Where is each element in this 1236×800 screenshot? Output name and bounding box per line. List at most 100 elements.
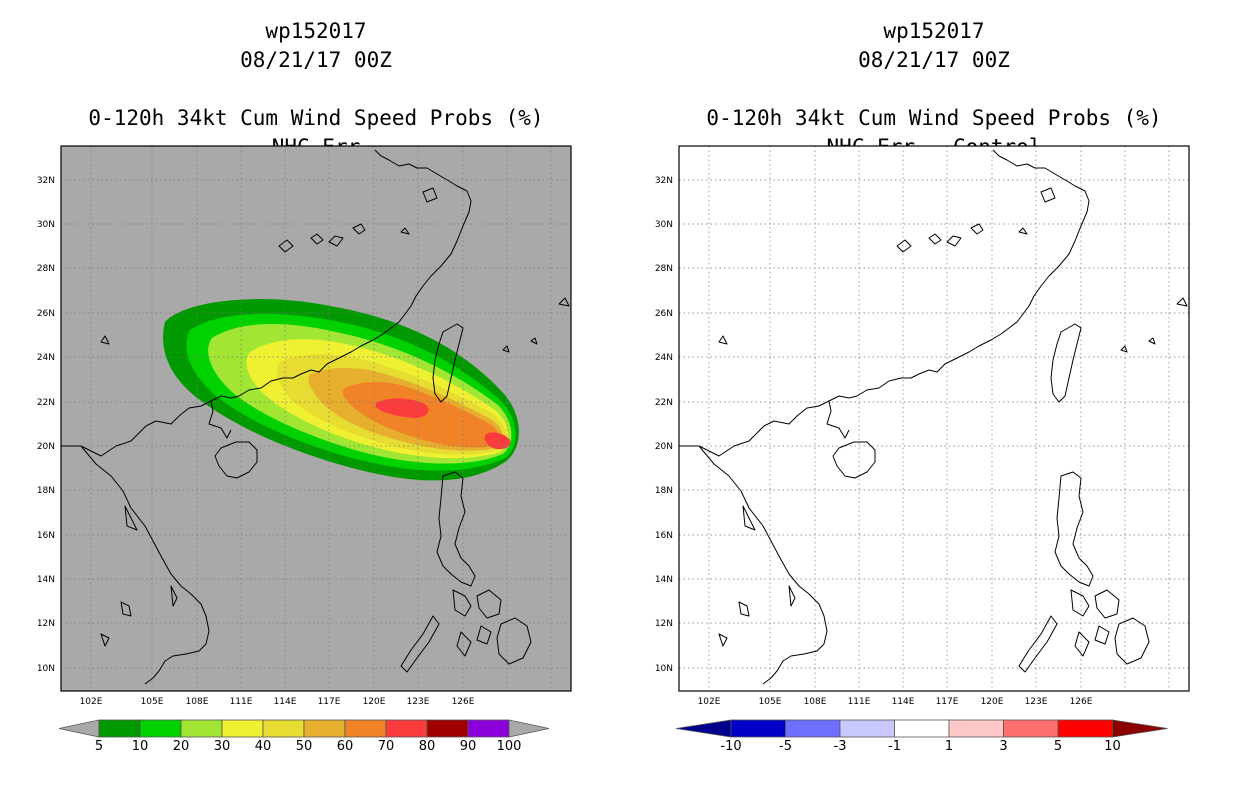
- colorbar-segment: [262, 719, 305, 738]
- lat-tick-label: 32N: [655, 176, 673, 186]
- lon-tick-label: 126E: [452, 697, 475, 707]
- colorbar-segment: [180, 719, 223, 738]
- colorbar-segment: [344, 719, 387, 738]
- lon-tick-label: 105E: [759, 697, 782, 707]
- colorbar-label: -3: [834, 739, 847, 754]
- colorbar-segment: [785, 719, 841, 738]
- right-datetime: 08/21/17 00Z: [858, 48, 1010, 72]
- lat-tick-label: 26N: [655, 309, 673, 319]
- colorbar-segment: [221, 719, 264, 738]
- colorbar-segment: [98, 719, 141, 738]
- lat-tick-label: 24N: [655, 353, 673, 363]
- colorbar-label: 60: [337, 739, 354, 754]
- colorbar-segment: [948, 719, 1004, 738]
- colorbar-label: -10: [720, 739, 741, 754]
- colorbar-label: 10: [132, 739, 149, 754]
- right-map-background: [679, 146, 1189, 691]
- left-map-frame: [60, 145, 572, 692]
- lat-tick-label: 32N: [37, 176, 55, 186]
- lon-tick-label: 114E: [892, 697, 915, 707]
- lat-tick-label: 28N: [655, 264, 673, 274]
- colorbar-label: 3: [999, 739, 1007, 754]
- left-storm-id: wp152017: [265, 19, 367, 43]
- lat-tick-label: 22N: [37, 398, 55, 408]
- lat-tick-label: 24N: [37, 353, 55, 363]
- lon-tick-label: 111E: [848, 697, 871, 707]
- lon-tick-label: 126E: [1070, 697, 1093, 707]
- colorbar-label: 5: [1054, 739, 1062, 754]
- lon-tick-label: 108E: [186, 697, 209, 707]
- left-panel-title: wp152017 08/21/17 00Z 0-120h 34kt Cum Wi…: [60, 17, 572, 162]
- colorbar-label: 30: [214, 739, 231, 754]
- lon-tick-label: 117E: [318, 697, 341, 707]
- colorbar-segment: [839, 719, 895, 738]
- colorbar-label: 100: [497, 739, 522, 754]
- colorbar-right-triangle: [508, 719, 550, 738]
- lon-tick-label: 111E: [230, 697, 253, 707]
- lat-tick-label: 16N: [37, 531, 55, 541]
- lat-tick-label: 18N: [37, 486, 55, 496]
- lat-tick-label: 10N: [655, 664, 673, 674]
- left-map-panel: 102E 105E 108E 111E 114E 117E 120E 123E 126E 32N…: [37, 145, 572, 707]
- left-colorbar: 5 10 20 30 40 50 60 70 80 90 100: [58, 719, 550, 754]
- colorbar-left-triangle: [675, 719, 732, 738]
- colorbar-segment: [426, 719, 469, 738]
- lat-tick-label: 30N: [655, 220, 673, 230]
- right-map-frame: [678, 145, 1190, 692]
- colorbar-label: 70: [378, 739, 395, 754]
- right-colorbar: -10 -5 -3 -1 1 3 5 10: [675, 719, 1168, 754]
- colorbar-segment: [139, 719, 182, 738]
- contour-70b: [484, 432, 511, 450]
- right-map-panel: 102E 105E 108E 111E 114E 117E 120E 123E 126E 32N…: [655, 145, 1190, 707]
- lon-tick-label: 102E: [698, 697, 721, 707]
- lon-tick-label: 120E: [363, 697, 386, 707]
- colorbar-segment: [385, 719, 428, 738]
- colorbar-segment: [1057, 719, 1113, 738]
- lon-tick-label: 105E: [141, 697, 164, 707]
- colorbar-label: 10: [1104, 739, 1121, 754]
- colorbar-label: -5: [779, 739, 792, 754]
- colorbar-label: 50: [296, 739, 313, 754]
- lon-tick-label: 123E: [407, 697, 430, 707]
- left-product-title: 0-120h 34kt Cum Wind Speed Probs (%): [88, 106, 544, 130]
- colorbar-label: 5: [95, 739, 103, 754]
- colorbar-label: 20: [173, 739, 190, 754]
- lat-tick-label: 28N: [37, 264, 55, 274]
- lon-tick-label: 123E: [1025, 697, 1048, 707]
- contour-70a: [375, 398, 429, 418]
- lon-tick-label: 120E: [981, 697, 1004, 707]
- colorbar-label: 1: [945, 739, 953, 754]
- lat-tick-label: 20N: [37, 442, 55, 452]
- colorbar-label: -1: [888, 739, 901, 754]
- left-datetime: 08/21/17 00Z: [240, 48, 392, 72]
- colorbar-right-triangle: [1112, 719, 1168, 738]
- colorbar-segment: [467, 719, 510, 738]
- right-lon-tick-labels: 102E 105E 108E 111E 114E 117E 120E 123E 126E: [698, 697, 1093, 707]
- colorbar-segment: [303, 719, 346, 738]
- lat-tick-label: 20N: [655, 442, 673, 452]
- right-lat-tick-labels: 32N 30N 28N 26N 24N 22N 20N 18N 16N 14N 12N 10N: [655, 176, 673, 674]
- lat-tick-label: 30N: [37, 220, 55, 230]
- probability-contours: [163, 299, 519, 481]
- colorbar-segment: [1003, 719, 1059, 738]
- colorbar-label: 90: [460, 739, 477, 754]
- lon-tick-label: 108E: [804, 697, 827, 707]
- lon-tick-label: 114E: [274, 697, 297, 707]
- lat-tick-label: 14N: [37, 575, 55, 585]
- left-lat-tick-labels: 32N 30N 28N 26N 24N 22N 20N 18N 16N 14N 12N 10N: [37, 176, 55, 674]
- colorbar-label: 80: [419, 739, 436, 754]
- lon-tick-label: 117E: [936, 697, 959, 707]
- lat-tick-label: 16N: [655, 531, 673, 541]
- colorbar-label: 40: [255, 739, 272, 754]
- colorbar-segment: [730, 719, 786, 738]
- lat-tick-label: 14N: [655, 575, 673, 585]
- lat-tick-label: 12N: [655, 619, 673, 629]
- lat-tick-label: 18N: [655, 486, 673, 496]
- lon-tick-label: 102E: [80, 697, 103, 707]
- colorbar-segment: [894, 719, 950, 738]
- right-storm-id: wp152017: [883, 19, 985, 43]
- lat-tick-label: 26N: [37, 309, 55, 319]
- colorbar-left-triangle: [58, 719, 100, 738]
- lat-tick-label: 12N: [37, 619, 55, 629]
